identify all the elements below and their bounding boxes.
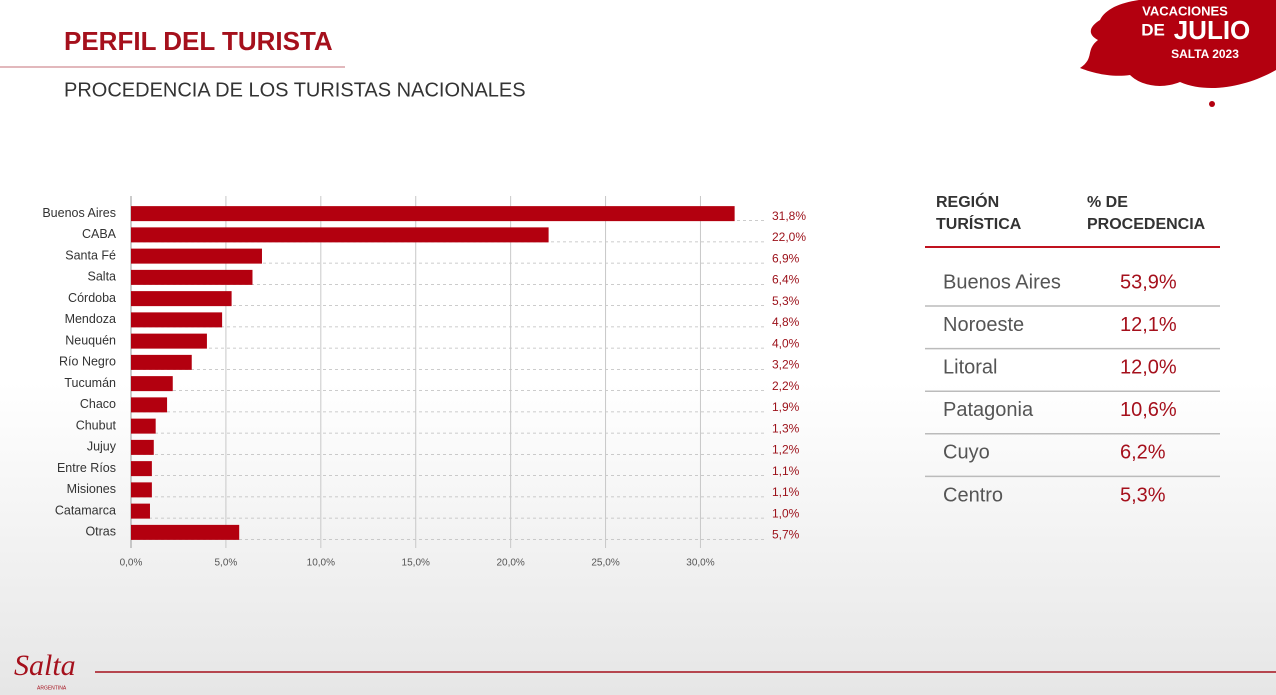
value-label: 4,0% bbox=[772, 336, 800, 350]
value-label: 1,0% bbox=[772, 506, 800, 520]
table-cell: 10,6% bbox=[1120, 399, 1177, 421]
y-tick-label: Catamarca bbox=[55, 503, 116, 517]
value-label: 31,8% bbox=[772, 209, 806, 223]
y-tick-label: Río Negro bbox=[59, 355, 116, 369]
badge-text: SALTA 2023 bbox=[1171, 47, 1239, 61]
badge-text: JULIO bbox=[1174, 15, 1251, 45]
table-cell: 5,3% bbox=[1120, 484, 1166, 506]
splash-drop bbox=[1209, 101, 1215, 107]
table-header: TURÍSTICA bbox=[936, 214, 1022, 233]
value-label: 5,3% bbox=[772, 294, 800, 308]
table-cell: 53,9% bbox=[1120, 271, 1177, 293]
y-tick-label: Jujuy bbox=[87, 440, 117, 454]
bar bbox=[131, 439, 154, 455]
title: PERFIL DEL TURISTA bbox=[64, 26, 333, 56]
badge-text: VACACIONES bbox=[1142, 3, 1228, 18]
value-label: 3,2% bbox=[772, 358, 800, 372]
y-tick-label: Entre Ríos bbox=[57, 461, 116, 475]
value-label: 6,9% bbox=[772, 251, 800, 265]
badge-splash bbox=[1080, 0, 1276, 88]
table-cell: 12,0% bbox=[1120, 356, 1177, 378]
bar bbox=[131, 418, 156, 434]
y-tick-label: Mendoza bbox=[65, 312, 116, 326]
bar bbox=[131, 397, 168, 413]
bar bbox=[131, 524, 240, 540]
bar bbox=[131, 354, 192, 370]
y-tick-label: Misiones bbox=[67, 482, 116, 496]
x-tick-label: 25,0% bbox=[591, 558, 619, 569]
table-header: % DE bbox=[1087, 194, 1128, 211]
y-tick-label: Buenos Aires bbox=[42, 206, 116, 220]
y-tick-label: Chaco bbox=[80, 397, 116, 411]
table-cell: Buenos Aires bbox=[943, 271, 1061, 293]
bar bbox=[131, 227, 549, 243]
table-cell: Centro bbox=[943, 484, 1003, 506]
table-cell: Litoral bbox=[943, 356, 997, 378]
bar bbox=[131, 269, 253, 285]
value-label: 1,1% bbox=[772, 464, 800, 478]
y-tick-label: Chubut bbox=[76, 418, 117, 432]
x-tick-label: 20,0% bbox=[496, 558, 524, 569]
bar bbox=[131, 503, 150, 519]
bar bbox=[131, 376, 173, 392]
badge-text: DE bbox=[1141, 20, 1165, 39]
bar bbox=[131, 206, 735, 222]
table-header: REGIÓN bbox=[936, 192, 999, 211]
footer-logo-sub: ARGENTINA bbox=[37, 685, 67, 691]
table-cell: 12,1% bbox=[1120, 314, 1177, 336]
y-tick-label: Salta bbox=[88, 270, 117, 284]
subtitle: PROCEDENCIA DE LOS TURISTAS NACIONALES bbox=[64, 79, 526, 101]
bar bbox=[131, 248, 262, 264]
value-label: 6,4% bbox=[772, 273, 800, 287]
table-cell: Patagonia bbox=[943, 399, 1034, 421]
bar bbox=[131, 482, 152, 498]
bar bbox=[131, 461, 152, 477]
bar bbox=[131, 333, 207, 349]
table-cell: Cuyo bbox=[943, 442, 990, 464]
value-label: 2,2% bbox=[772, 379, 800, 393]
value-label: 1,1% bbox=[772, 485, 800, 499]
value-label: 1,3% bbox=[772, 421, 800, 435]
table-cell: 6,2% bbox=[1120, 442, 1166, 464]
bar bbox=[131, 312, 223, 328]
value-label: 1,9% bbox=[772, 400, 800, 414]
value-label: 5,7% bbox=[772, 528, 800, 542]
value-label: 4,8% bbox=[772, 315, 800, 329]
footer-logo: Salta bbox=[14, 649, 76, 682]
bar bbox=[131, 291, 232, 307]
y-tick-label: Córdoba bbox=[68, 291, 116, 305]
table-cell: Noroeste bbox=[943, 314, 1024, 336]
x-tick-label: 0,0% bbox=[120, 558, 143, 569]
table-header: PROCEDENCIA bbox=[1087, 216, 1206, 233]
x-tick-label: 30,0% bbox=[686, 558, 714, 569]
y-tick-label: Neuquén bbox=[65, 333, 116, 347]
x-tick-label: 15,0% bbox=[402, 558, 430, 569]
y-tick-label: CABA bbox=[82, 227, 117, 241]
x-tick-label: 10,0% bbox=[307, 558, 335, 569]
value-label: 1,2% bbox=[772, 443, 800, 457]
y-tick-label: Tucumán bbox=[64, 376, 116, 390]
y-tick-label: Otras bbox=[85, 525, 116, 539]
x-tick-label: 5,0% bbox=[215, 558, 238, 569]
value-label: 22,0% bbox=[772, 230, 806, 244]
y-tick-label: Santa Fé bbox=[65, 248, 116, 262]
